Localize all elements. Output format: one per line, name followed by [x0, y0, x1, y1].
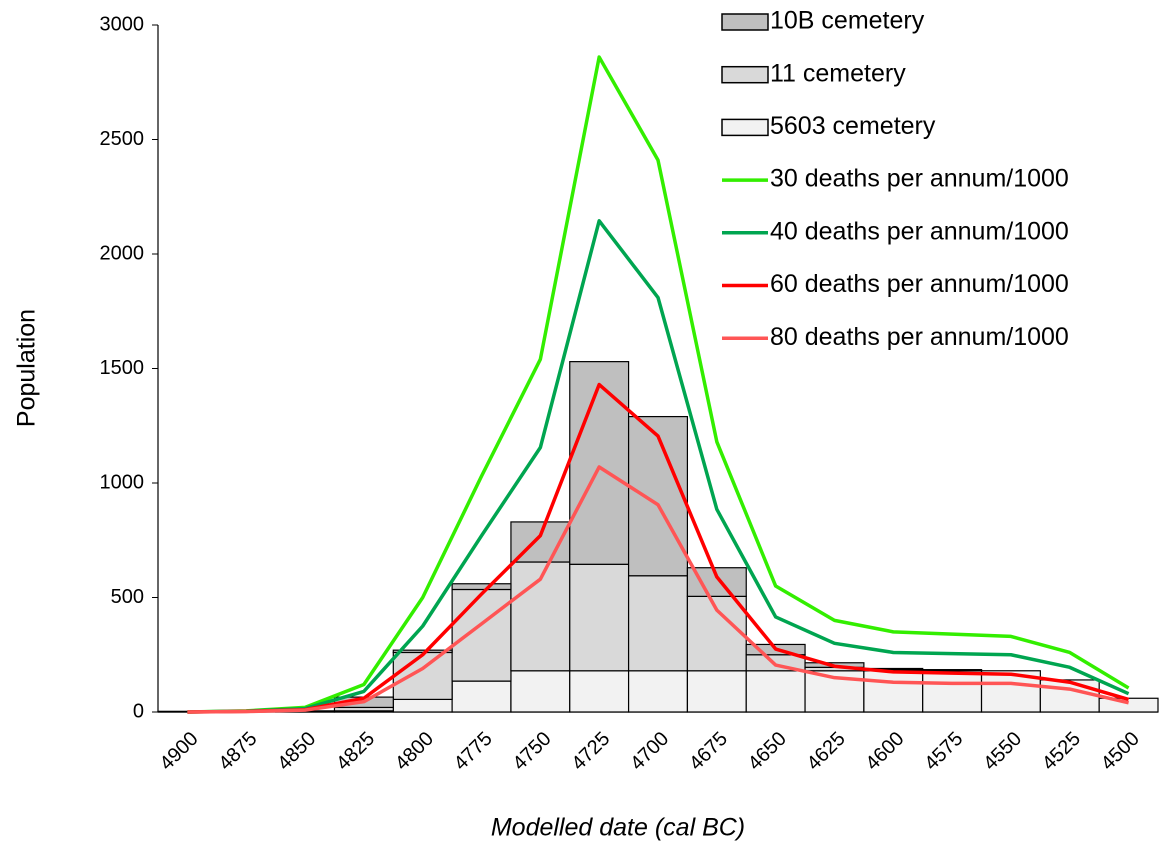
x-tick-label: 4825 [332, 728, 379, 775]
x-tick-label: 4650 [744, 728, 791, 775]
x-tick-label: 4850 [273, 728, 320, 775]
x-tick-label: 4750 [509, 728, 556, 775]
legend-label: 5603 cemetery [770, 112, 936, 140]
bar-segment [393, 652, 452, 699]
y-tick-label: 2500 [100, 128, 145, 150]
bar-segment [511, 671, 570, 712]
y-tick-label: 0 [133, 700, 144, 722]
bar-segment [570, 671, 629, 712]
legend-label: 40 deaths per annum/1000 [770, 217, 1069, 245]
x-tick-label: 4625 [803, 728, 850, 775]
y-tick-label: 3000 [100, 13, 145, 35]
legend-label: 10B cemetery [770, 7, 925, 35]
bar-segment [923, 671, 982, 712]
legend-label: 11 cemetery [770, 59, 906, 87]
y-tick-label: 1000 [100, 471, 145, 493]
legend-label: 80 deaths per annum/1000 [770, 323, 1069, 351]
legend-swatch [722, 67, 768, 83]
bar-segment [629, 671, 688, 712]
x-tick-label: 4550 [979, 728, 1026, 775]
x-tick-label: 4900 [156, 728, 203, 775]
bar-segment [687, 671, 746, 712]
bar-segment [393, 699, 452, 712]
legend-swatch [722, 119, 768, 135]
bar-segment [570, 564, 629, 670]
legend-swatch [722, 14, 768, 30]
legend-label: 60 deaths per annum/1000 [770, 270, 1069, 298]
bar-segment [864, 671, 923, 712]
x-tick-label: 4600 [862, 728, 909, 775]
x-tick-label: 4500 [1097, 728, 1144, 775]
y-tick-label: 2000 [100, 242, 145, 264]
x-tick-label: 4575 [920, 728, 967, 775]
x-tick-label: 4700 [626, 728, 673, 775]
x-tick-label: 4800 [391, 728, 438, 775]
bar-segment [452, 681, 511, 712]
bar-segment [1040, 680, 1099, 712]
x-tick-label: 4525 [1038, 728, 1085, 775]
y-tick-label: 1500 [100, 357, 145, 379]
x-axis-title: Modelled date (cal BC) [491, 814, 745, 842]
bar-segment [746, 671, 805, 712]
x-tick-label: 4775 [450, 728, 497, 775]
x-tick-label: 4675 [685, 728, 732, 775]
bar-segment [570, 362, 629, 565]
y-axis-title: Population [13, 309, 41, 427]
bar-segment [452, 589, 511, 681]
bar-segment [629, 576, 688, 671]
bar-segment [452, 584, 511, 590]
x-tick-label: 4875 [214, 728, 261, 775]
legend-label: 30 deaths per annum/1000 [770, 165, 1069, 193]
y-tick-label: 500 [111, 586, 144, 608]
x-tick-label: 4725 [567, 728, 614, 775]
bar-segment [1099, 698, 1158, 712]
